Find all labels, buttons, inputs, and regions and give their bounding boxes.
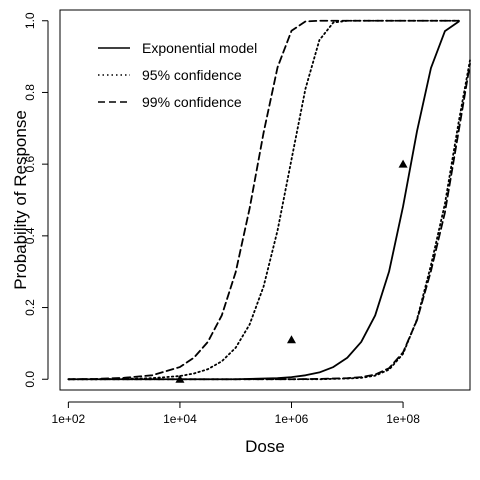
data-point xyxy=(286,335,296,344)
legend-label: 95% confidence xyxy=(142,67,242,83)
y-tick-label: 0.0 xyxy=(23,371,37,388)
data-point xyxy=(398,159,408,168)
x-tick-label: 1e+02 xyxy=(52,412,86,426)
y-tick-label: 0.4 xyxy=(23,227,37,244)
y-tick-label: 0.8 xyxy=(23,84,37,101)
observed-points xyxy=(175,159,408,383)
series-line-5 xyxy=(67,62,471,381)
x-tick-label: 1e+06 xyxy=(275,412,309,426)
x-axis-title: Dose xyxy=(245,437,285,456)
y-tick-label: 1.0 xyxy=(23,12,37,29)
legend-label: Exponential model xyxy=(142,40,257,56)
y-axis-title: Probability of Response xyxy=(11,110,30,290)
legend: Exponential model 95% confidence 99% confi… xyxy=(98,40,257,110)
axes: 1e+02 1e+04 1e+06 1e+08 0.0 0.2 0.4 0.6 0.8 1.0 xyxy=(23,12,420,426)
data-point xyxy=(175,374,185,383)
y-tick-label: 0.2 xyxy=(23,299,37,316)
legend-label: 99% confidence xyxy=(142,94,242,110)
series-line-3 xyxy=(67,19,460,381)
plot-area-frame xyxy=(59,9,471,391)
x-tick-label: 1e+04 xyxy=(163,412,197,426)
x-tick-label: 1e+08 xyxy=(386,412,420,426)
y-tick-label: 0.6 xyxy=(23,155,37,172)
series-lines xyxy=(67,19,471,381)
